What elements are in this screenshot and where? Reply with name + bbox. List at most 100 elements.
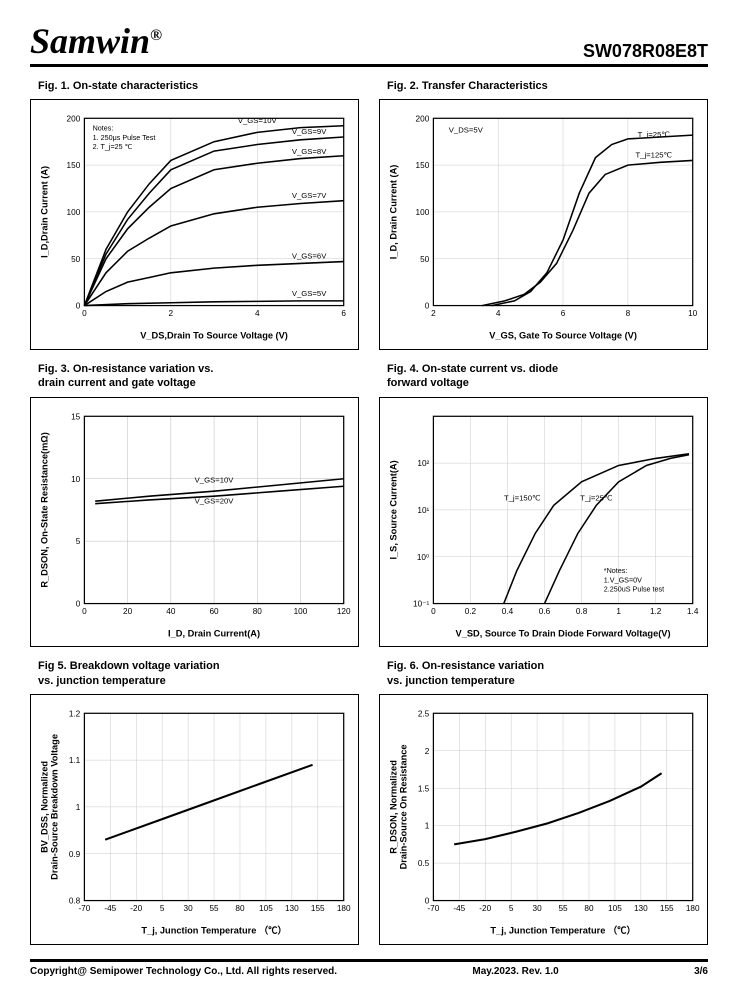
svg-text:0.8: 0.8 xyxy=(576,606,588,615)
svg-text:V_GS=9V: V_GS=9V xyxy=(292,128,327,137)
svg-text:10: 10 xyxy=(688,309,698,318)
svg-text:15: 15 xyxy=(71,412,81,421)
svg-text:I_S, Source Current(A): I_S, Source Current(A) xyxy=(388,460,398,559)
header: Samwin® SW078R08E8T xyxy=(30,20,708,67)
part-number: SW078R08E8T xyxy=(583,41,708,62)
svg-text:150: 150 xyxy=(67,161,81,170)
svg-text:T_j=25℃: T_j=25℃ xyxy=(580,493,613,502)
svg-text:105: 105 xyxy=(259,904,273,913)
svg-text:I_D, Drain Current(A): I_D, Drain Current(A) xyxy=(168,628,260,638)
fig5: Fig 5. Breakdown voltage variation vs. j… xyxy=(30,659,359,944)
svg-text:1: 1 xyxy=(616,606,621,615)
svg-text:5: 5 xyxy=(76,537,81,546)
svg-text:100: 100 xyxy=(294,606,308,615)
svg-text:5: 5 xyxy=(160,904,165,913)
svg-text:200: 200 xyxy=(416,115,430,124)
svg-text:Drain-Source Breakdown Voltage: Drain-Source Breakdown Voltage xyxy=(50,734,60,880)
fig4: Fig. 4. On-state current vs. diode forwa… xyxy=(379,362,708,647)
svg-text:30: 30 xyxy=(533,904,543,913)
fig3-title: Fig. 3. On-resistance variation vs. drai… xyxy=(30,362,359,391)
svg-text:1.2: 1.2 xyxy=(650,606,662,615)
svg-text:180: 180 xyxy=(686,904,700,913)
svg-text:BV_DSS, Normalized: BV_DSS, Normalized xyxy=(39,760,49,852)
svg-text:R_DSON, Normalized: R_DSON, Normalized xyxy=(388,760,398,854)
svg-text:1. 250μs Pulse Test: 1. 250μs Pulse Test xyxy=(93,133,156,142)
svg-text:130: 130 xyxy=(285,904,299,913)
svg-text:60: 60 xyxy=(209,606,219,615)
svg-text:130: 130 xyxy=(634,904,648,913)
svg-text:2.250uS Pulse test: 2.250uS Pulse test xyxy=(604,584,664,593)
svg-text:100: 100 xyxy=(67,208,81,217)
svg-text:10¹: 10¹ xyxy=(417,506,429,515)
svg-text:0.5: 0.5 xyxy=(418,859,430,868)
svg-text:-45: -45 xyxy=(453,904,465,913)
svg-text:-20: -20 xyxy=(130,904,142,913)
svg-text:6: 6 xyxy=(341,309,346,318)
svg-text:0: 0 xyxy=(425,302,430,311)
svg-text:1.4: 1.4 xyxy=(687,606,699,615)
svg-text:0: 0 xyxy=(431,606,436,615)
svg-text:-70: -70 xyxy=(427,904,439,913)
svg-text:100: 100 xyxy=(416,208,430,217)
svg-text:2: 2 xyxy=(431,309,436,318)
footer: Copyright@ Semipower Technology Co., Ltd… xyxy=(30,959,708,977)
fig1-plot: 0246050100150200V_DS,Drain To Source Vol… xyxy=(35,108,354,345)
svg-text:V_GS=10V: V_GS=10V xyxy=(238,116,278,125)
svg-text:4: 4 xyxy=(255,309,260,318)
svg-text:V_GS=8V: V_GS=8V xyxy=(292,147,327,156)
svg-text:0.2: 0.2 xyxy=(465,606,477,615)
fig6: Fig. 6. On-resistance variation vs. junc… xyxy=(379,659,708,944)
svg-text:T_j, Junction Temperature （℃）: T_j, Junction Temperature （℃） xyxy=(141,924,286,935)
fig1-title: Fig. 1. On-state characteristics xyxy=(30,79,359,93)
svg-text:T_j=25℃: T_j=25℃ xyxy=(638,130,671,139)
svg-text:Notes:: Notes: xyxy=(93,124,114,133)
svg-text:I_D, Drain Current (A): I_D, Drain Current (A) xyxy=(388,165,398,260)
fig5-plot: -70-45-2053055801051301551800.80.911.11.… xyxy=(35,703,354,940)
svg-text:200: 200 xyxy=(67,115,81,124)
svg-text:T_j=150℃: T_j=150℃ xyxy=(504,493,541,502)
svg-text:10⁻¹: 10⁻¹ xyxy=(413,599,429,608)
footer-page: 3/6 xyxy=(694,966,708,977)
svg-text:0.6: 0.6 xyxy=(539,606,551,615)
svg-text:T_j=125℃: T_j=125℃ xyxy=(635,151,672,160)
svg-text:V_DS,Drain To Source Voltage (: V_DS,Drain To Source Voltage (V) xyxy=(140,331,288,341)
svg-text:V_GS=20V: V_GS=20V xyxy=(195,496,235,505)
svg-text:155: 155 xyxy=(311,904,325,913)
svg-text:Drain-Source On Resistance: Drain-Source On Resistance xyxy=(399,744,409,869)
fig6-plot: -70-45-20530558010513015518000.511.522.5… xyxy=(384,703,703,940)
svg-text:0: 0 xyxy=(82,606,87,615)
svg-text:1: 1 xyxy=(76,803,81,812)
fig3: Fig. 3. On-resistance variation vs. drai… xyxy=(30,362,359,647)
svg-text:80: 80 xyxy=(235,904,245,913)
svg-text:2. T_j=25 ℃: 2. T_j=25 ℃ xyxy=(93,142,133,151)
svg-text:-70: -70 xyxy=(78,904,90,913)
svg-text:V_GS=7V: V_GS=7V xyxy=(292,191,327,200)
footer-rev: May.2023. Rev. 1.0 xyxy=(472,966,558,977)
svg-text:2: 2 xyxy=(169,309,174,318)
svg-text:V_SD, Source To Drain Diode Fo: V_SD, Source To Drain Diode Forward Volt… xyxy=(456,628,671,638)
svg-text:R_DSON, On-State Resistance(mΩ: R_DSON, On-State Resistance(mΩ) xyxy=(39,432,49,587)
svg-text:120: 120 xyxy=(337,606,351,615)
svg-text:-20: -20 xyxy=(479,904,491,913)
svg-text:T_j, Junction Temperature （℃）: T_j, Junction Temperature （℃） xyxy=(490,924,635,935)
svg-text:180: 180 xyxy=(337,904,351,913)
svg-text:1: 1 xyxy=(425,822,430,831)
fig2: Fig. 2. Transfer Characteristics 2468100… xyxy=(379,79,708,350)
svg-text:-45: -45 xyxy=(104,904,116,913)
svg-text:50: 50 xyxy=(71,255,81,264)
svg-text:2.5: 2.5 xyxy=(418,709,430,718)
svg-text:55: 55 xyxy=(558,904,568,913)
fig5-title: Fig 5. Breakdown voltage variation vs. j… xyxy=(30,659,359,688)
svg-text:30: 30 xyxy=(184,904,194,913)
svg-text:150: 150 xyxy=(416,161,430,170)
svg-text:1.V_GS=0V: 1.V_GS=0V xyxy=(604,575,642,584)
svg-text:*Notes:: *Notes: xyxy=(604,566,628,575)
fig6-title: Fig. 6. On-resistance variation vs. junc… xyxy=(379,659,708,688)
page: Samwin® SW078R08E8T Fig. 1. On-state cha… xyxy=(0,0,738,987)
svg-text:1.2: 1.2 xyxy=(69,709,81,718)
svg-text:V_GS=6V: V_GS=6V xyxy=(292,252,327,261)
fig2-title: Fig. 2. Transfer Characteristics xyxy=(379,79,708,93)
svg-text:10: 10 xyxy=(71,474,81,483)
svg-text:80: 80 xyxy=(584,904,594,913)
svg-text:0: 0 xyxy=(425,896,430,905)
